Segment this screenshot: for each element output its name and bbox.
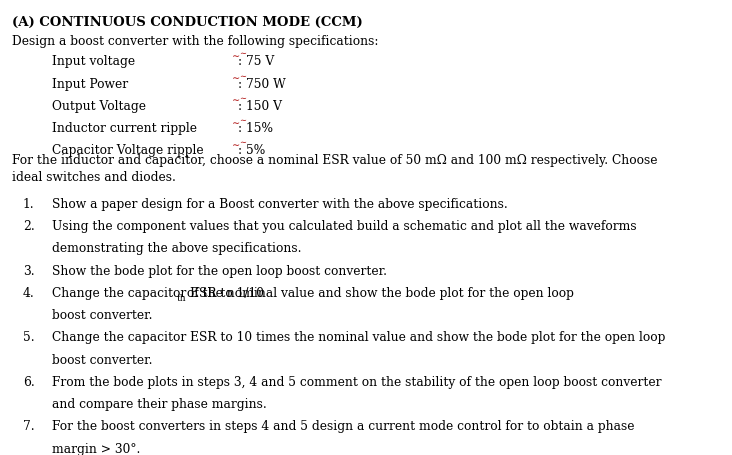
Text: ∼: ∼ bbox=[239, 139, 246, 147]
Text: Using the component values that you calculated build a schematic and plot all th: Using the component values that you calc… bbox=[52, 220, 636, 233]
Text: ∼: ∼ bbox=[239, 50, 246, 58]
Text: th: th bbox=[176, 294, 187, 303]
Text: Output Voltage: Output Voltage bbox=[52, 100, 146, 112]
Text: (A) CONTINUOUS CONDUCTION MODE (CCM): (A) CONTINUOUS CONDUCTION MODE (CCM) bbox=[12, 15, 362, 29]
Text: ∼: ∼ bbox=[231, 74, 239, 83]
Text: 6.: 6. bbox=[23, 375, 34, 388]
Text: Input voltage: Input voltage bbox=[52, 55, 135, 68]
Text: 2.: 2. bbox=[23, 220, 34, 233]
Text: For the boost converters in steps 4 and 5 design a current mode control for to o: For the boost converters in steps 4 and … bbox=[52, 420, 635, 433]
Text: Change the capacitor ESR to 10 times the nominal value and show the bode plot fo: Change the capacitor ESR to 10 times the… bbox=[52, 331, 665, 344]
Text: demonstrating the above specifications.: demonstrating the above specifications. bbox=[52, 242, 302, 255]
Text: From the bode plots in steps 3, 4 and 5 comment on the stability of the open loo: From the bode plots in steps 3, 4 and 5 … bbox=[52, 375, 661, 388]
Text: ∼: ∼ bbox=[231, 141, 239, 150]
Text: margin > 30°.: margin > 30°. bbox=[52, 442, 140, 455]
Text: boost converter.: boost converter. bbox=[52, 308, 152, 322]
Text: Change the capacitor ESR to 1/10: Change the capacitor ESR to 1/10 bbox=[52, 286, 264, 299]
Text: 1.: 1. bbox=[23, 197, 34, 210]
Text: 3.: 3. bbox=[23, 264, 34, 277]
Text: boost converter.: boost converter. bbox=[52, 353, 152, 366]
Text: Show the bode plot for the open loop boost converter.: Show the bode plot for the open loop boo… bbox=[52, 264, 386, 277]
Text: Input Power: Input Power bbox=[52, 77, 128, 91]
Text: Inductor current ripple: Inductor current ripple bbox=[52, 122, 197, 135]
Text: Capacitor Voltage ripple: Capacitor Voltage ripple bbox=[52, 144, 203, 157]
Text: 5.: 5. bbox=[23, 331, 34, 344]
Text: Design a boost converter with the following specifications:: Design a boost converter with the follow… bbox=[12, 35, 378, 48]
Text: ∼: ∼ bbox=[231, 52, 239, 61]
Text: 4.: 4. bbox=[23, 286, 34, 299]
Text: : 75 V: : 75 V bbox=[238, 55, 274, 68]
Text: ∼: ∼ bbox=[239, 72, 246, 81]
Text: ∼: ∼ bbox=[231, 96, 239, 105]
Text: ideal switches and diodes.: ideal switches and diodes. bbox=[12, 171, 176, 184]
Text: : 750 W: : 750 W bbox=[238, 77, 285, 91]
Text: ∼: ∼ bbox=[239, 95, 246, 103]
Text: : 150 V: : 150 V bbox=[238, 100, 282, 112]
Text: For the inductor and capacitor, choose a nominal ESR value of 50 mΩ and 100 mΩ r: For the inductor and capacitor, choose a… bbox=[12, 154, 657, 167]
Text: : 15%: : 15% bbox=[238, 122, 273, 135]
Text: ∼: ∼ bbox=[239, 117, 246, 125]
Text: : 5%: : 5% bbox=[238, 144, 265, 157]
Text: ∼: ∼ bbox=[231, 118, 239, 127]
Text: Show a paper design for a Boost converter with the above specifications.: Show a paper design for a Boost converte… bbox=[52, 197, 507, 210]
Text: 7.: 7. bbox=[23, 420, 34, 433]
Text: and compare their phase margins.: and compare their phase margins. bbox=[52, 397, 266, 410]
Text: of the nominal value and show the bode plot for the open loop: of the nominal value and show the bode p… bbox=[183, 286, 574, 299]
